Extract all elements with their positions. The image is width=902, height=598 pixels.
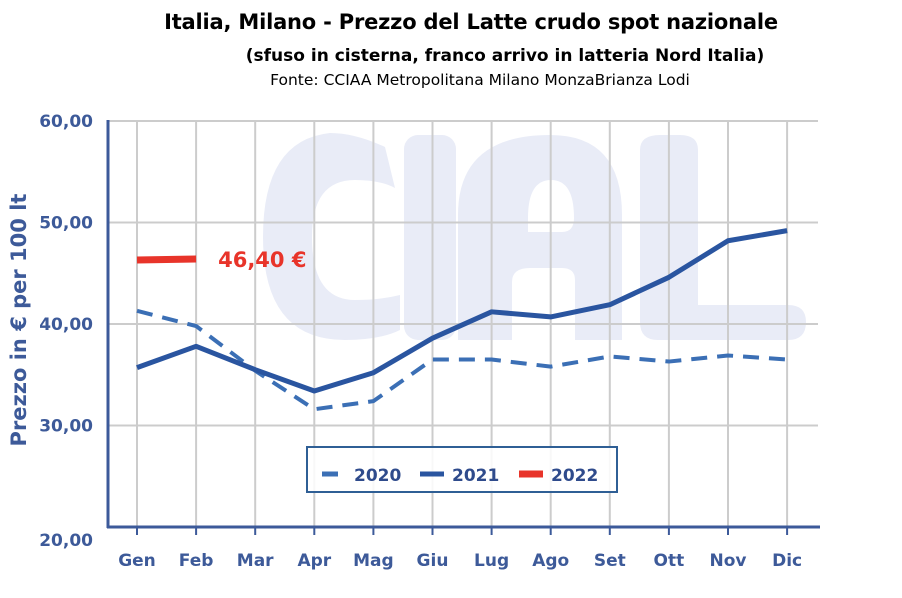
x-tick-label: Dic bbox=[772, 551, 802, 571]
x-tick-label: Nov bbox=[710, 551, 747, 571]
x-tick-label: Set bbox=[594, 551, 626, 571]
chart-subtitle: (sfuso in cisterna, franco arrivo in lat… bbox=[245, 46, 765, 66]
series-line-2022 bbox=[136, 255, 197, 264]
y-axis-label: Prezzo in € per 100 lt bbox=[7, 194, 31, 447]
watermark-letter-a bbox=[458, 135, 622, 340]
x-tick-label: Feb bbox=[179, 551, 214, 571]
chart-title: Italia, Milano - Prezzo del Latte crudo … bbox=[164, 10, 778, 34]
annotation-2022-value: 46,40 € bbox=[218, 248, 306, 272]
legend: 2020 2021 2022 bbox=[306, 446, 618, 493]
x-tick-labels: Gen Feb Mar Apr Mag Giu Lug Ago Set Ott Nov Dic bbox=[118, 551, 802, 571]
legend-label-2020: 2020 bbox=[354, 466, 401, 486]
watermark-letter-c bbox=[263, 133, 400, 340]
series-line-2021 bbox=[136, 228, 788, 394]
watermark-letter-i bbox=[404, 135, 456, 340]
y-tick-label: 20,00 bbox=[39, 531, 93, 551]
x-tick-label: Gen bbox=[118, 551, 156, 571]
legend-label-2022: 2022 bbox=[551, 466, 598, 486]
y-tick-label: 60,00 bbox=[39, 112, 93, 132]
y-tick-label: 40,00 bbox=[39, 315, 93, 335]
x-tick-label: Giu bbox=[417, 551, 449, 571]
x-tick-label: Lug bbox=[474, 551, 509, 571]
axes bbox=[106, 120, 820, 535]
y-tick-label: 50,00 bbox=[39, 214, 93, 234]
cial-watermark-logo bbox=[263, 133, 806, 340]
x-tick-label: Ott bbox=[654, 551, 685, 571]
x-tick-label: Mag bbox=[353, 551, 394, 571]
x-tick-label: Apr bbox=[297, 551, 331, 571]
x-tick-label: Ago bbox=[532, 551, 569, 571]
watermark-letter-l bbox=[640, 135, 806, 340]
chart-source: Fonte: CCIAA Metropolitana Milano MonzaB… bbox=[270, 71, 690, 89]
series-lines bbox=[136, 228, 788, 412]
x-tick-label: Mar bbox=[237, 551, 274, 571]
legend-box bbox=[306, 446, 618, 493]
series-line-2020 bbox=[136, 308, 788, 412]
y-tick-labels: 20,00 30,00 40,00 50,00 60,00 bbox=[39, 112, 93, 551]
legend-label-2021: 2021 bbox=[452, 466, 499, 486]
y-tick-label: 30,00 bbox=[39, 417, 93, 437]
